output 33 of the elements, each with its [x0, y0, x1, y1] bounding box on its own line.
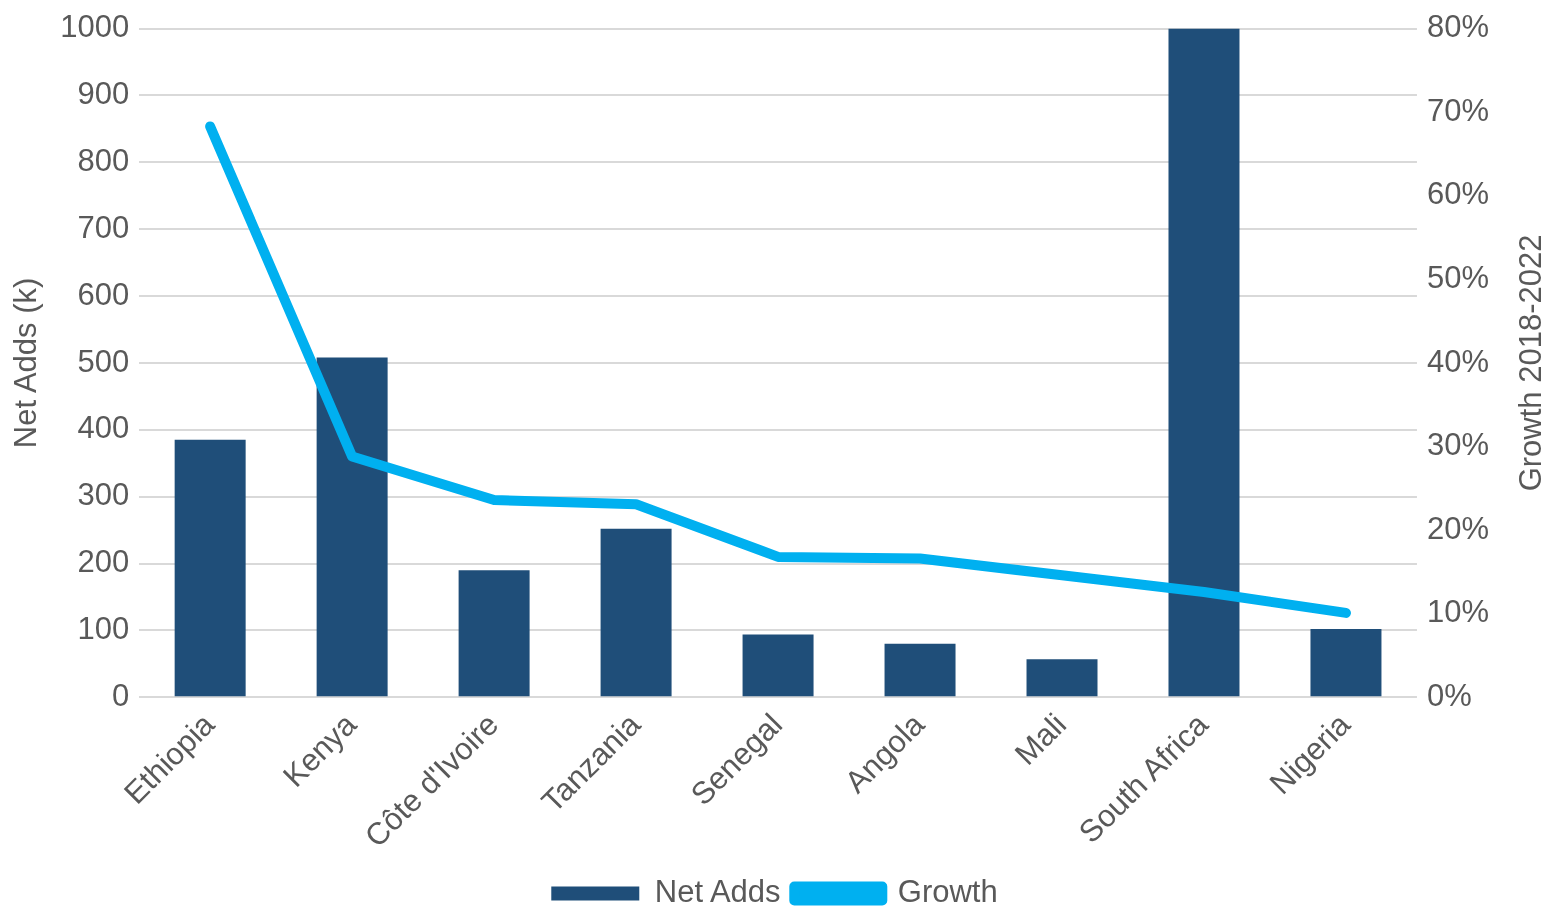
bar — [458, 570, 530, 697]
y-tick-label: 800 — [77, 142, 130, 178]
y-tick-label: 200 — [77, 544, 130, 580]
y-tick-label: 500 — [77, 343, 130, 379]
y-tick-label: 700 — [77, 209, 130, 245]
bar — [174, 439, 246, 697]
bar — [1026, 659, 1098, 697]
bar — [742, 634, 814, 697]
y2-tick-label: 20% — [1426, 510, 1489, 546]
bar — [884, 643, 956, 697]
y-tick-label: 1000 — [60, 9, 130, 45]
legend-label: Growth — [897, 874, 998, 910]
y2-tick-label: 0% — [1426, 677, 1472, 713]
y2-tick-label: 30% — [1426, 427, 1489, 463]
y2-tick-label: 80% — [1426, 9, 1489, 45]
y2-tick-label: 10% — [1426, 594, 1489, 630]
y2-tick-label: 40% — [1426, 343, 1489, 379]
bar — [1310, 629, 1382, 697]
y-tick-label: 600 — [77, 276, 130, 312]
y2-tick-label: 70% — [1426, 92, 1489, 128]
y2-axis-title: Growth 2018-2022 — [1512, 234, 1548, 492]
y-tick-label: 900 — [77, 76, 130, 112]
y-tick-label: 300 — [77, 477, 130, 513]
bar — [600, 528, 672, 697]
y2-tick-label: 60% — [1426, 176, 1489, 212]
bar — [1168, 28, 1240, 697]
y-axis-title: Net Adds (k) — [8, 277, 44, 449]
bar — [316, 357, 388, 697]
y2-tick-label: 50% — [1426, 259, 1489, 295]
y-tick-label: 0 — [111, 677, 130, 713]
y-tick-label: 400 — [77, 410, 130, 446]
legend-label: Net Adds — [654, 874, 781, 910]
y-tick-label: 100 — [77, 611, 130, 646]
